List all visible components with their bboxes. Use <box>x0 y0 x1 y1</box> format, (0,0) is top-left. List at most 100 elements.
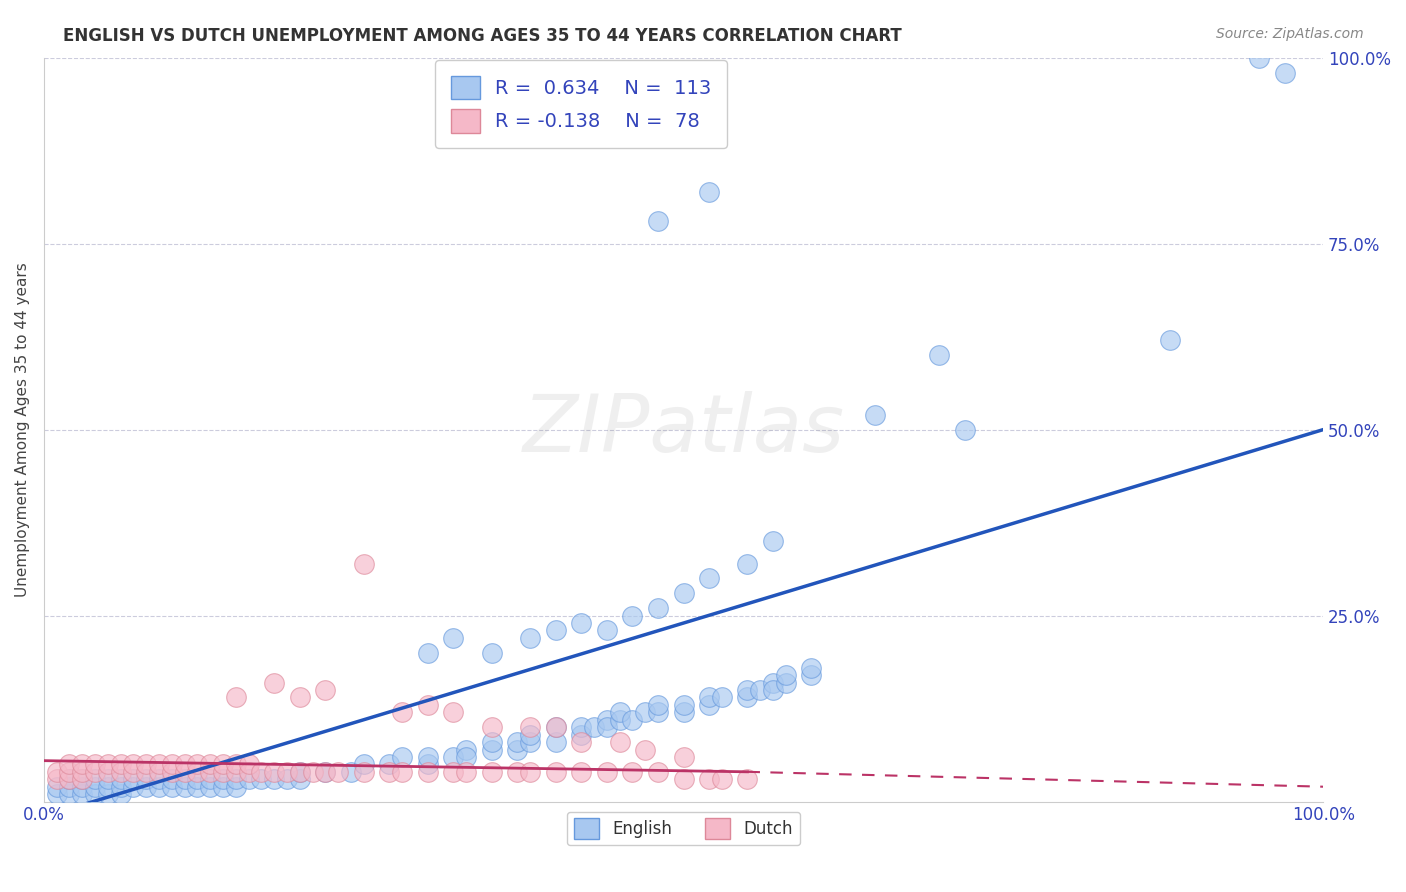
Point <box>634 706 657 720</box>
Point <box>288 772 311 787</box>
Point <box>288 764 311 779</box>
Point <box>519 720 541 734</box>
Point <box>569 735 592 749</box>
Point <box>416 757 439 772</box>
Point <box>1249 51 1271 65</box>
Point <box>72 780 94 794</box>
Point <box>737 690 759 705</box>
Point <box>672 586 695 600</box>
Point <box>58 787 80 801</box>
Point <box>173 757 195 772</box>
Point <box>481 646 503 660</box>
Point <box>596 720 619 734</box>
Point <box>314 764 336 779</box>
Point <box>173 772 195 787</box>
Point <box>160 764 183 779</box>
Point <box>110 764 132 779</box>
Point <box>225 772 247 787</box>
Point <box>186 764 208 779</box>
Point <box>544 735 567 749</box>
Point <box>609 706 631 720</box>
Point <box>672 698 695 712</box>
Point <box>225 780 247 794</box>
Point <box>58 772 80 787</box>
Point <box>45 772 67 787</box>
Point <box>276 764 298 779</box>
Point <box>737 683 759 698</box>
Point <box>1159 334 1181 348</box>
Point <box>647 601 669 615</box>
Point <box>647 764 669 779</box>
Point <box>238 764 260 779</box>
Point <box>353 557 375 571</box>
Point <box>110 772 132 787</box>
Point <box>135 780 157 794</box>
Point <box>697 698 720 712</box>
Point <box>97 787 120 801</box>
Y-axis label: Unemployment Among Ages 35 to 44 years: Unemployment Among Ages 35 to 44 years <box>15 262 30 597</box>
Point <box>198 780 221 794</box>
Point <box>173 764 195 779</box>
Point <box>84 757 107 772</box>
Point <box>391 764 413 779</box>
Point <box>45 764 67 779</box>
Point <box>621 764 644 779</box>
Point <box>225 757 247 772</box>
Point <box>800 661 823 675</box>
Point <box>416 764 439 779</box>
Point <box>865 408 887 422</box>
Point <box>288 690 311 705</box>
Point <box>416 698 439 712</box>
Point <box>762 683 785 698</box>
Point <box>97 764 120 779</box>
Point <box>749 683 772 698</box>
Point <box>416 750 439 764</box>
Point <box>160 772 183 787</box>
Point <box>84 787 107 801</box>
Point <box>186 780 208 794</box>
Point <box>569 764 592 779</box>
Point <box>672 750 695 764</box>
Point <box>72 772 94 787</box>
Point <box>72 787 94 801</box>
Point <box>110 780 132 794</box>
Point <box>198 772 221 787</box>
Point <box>122 764 145 779</box>
Point <box>378 757 401 772</box>
Point <box>800 668 823 682</box>
Point <box>212 757 235 772</box>
Point <box>340 764 363 779</box>
Point <box>263 675 285 690</box>
Point <box>84 772 107 787</box>
Point <box>72 772 94 787</box>
Point <box>647 214 669 228</box>
Point <box>326 764 349 779</box>
Point <box>122 780 145 794</box>
Point <box>569 720 592 734</box>
Point <box>596 713 619 727</box>
Point <box>544 720 567 734</box>
Point <box>238 772 260 787</box>
Point <box>1274 65 1296 79</box>
Point <box>506 742 529 756</box>
Point <box>710 690 733 705</box>
Point <box>569 615 592 630</box>
Point <box>481 735 503 749</box>
Text: Source: ZipAtlas.com: Source: ZipAtlas.com <box>1216 27 1364 41</box>
Point <box>225 690 247 705</box>
Point <box>697 690 720 705</box>
Point <box>441 750 464 764</box>
Point <box>97 772 120 787</box>
Point <box>481 742 503 756</box>
Point <box>173 780 195 794</box>
Point <box>634 742 657 756</box>
Point <box>135 764 157 779</box>
Point <box>519 764 541 779</box>
Point <box>441 764 464 779</box>
Point <box>544 624 567 638</box>
Point <box>762 534 785 549</box>
Point <box>762 675 785 690</box>
Point <box>148 757 170 772</box>
Point <box>454 750 477 764</box>
Point <box>710 772 733 787</box>
